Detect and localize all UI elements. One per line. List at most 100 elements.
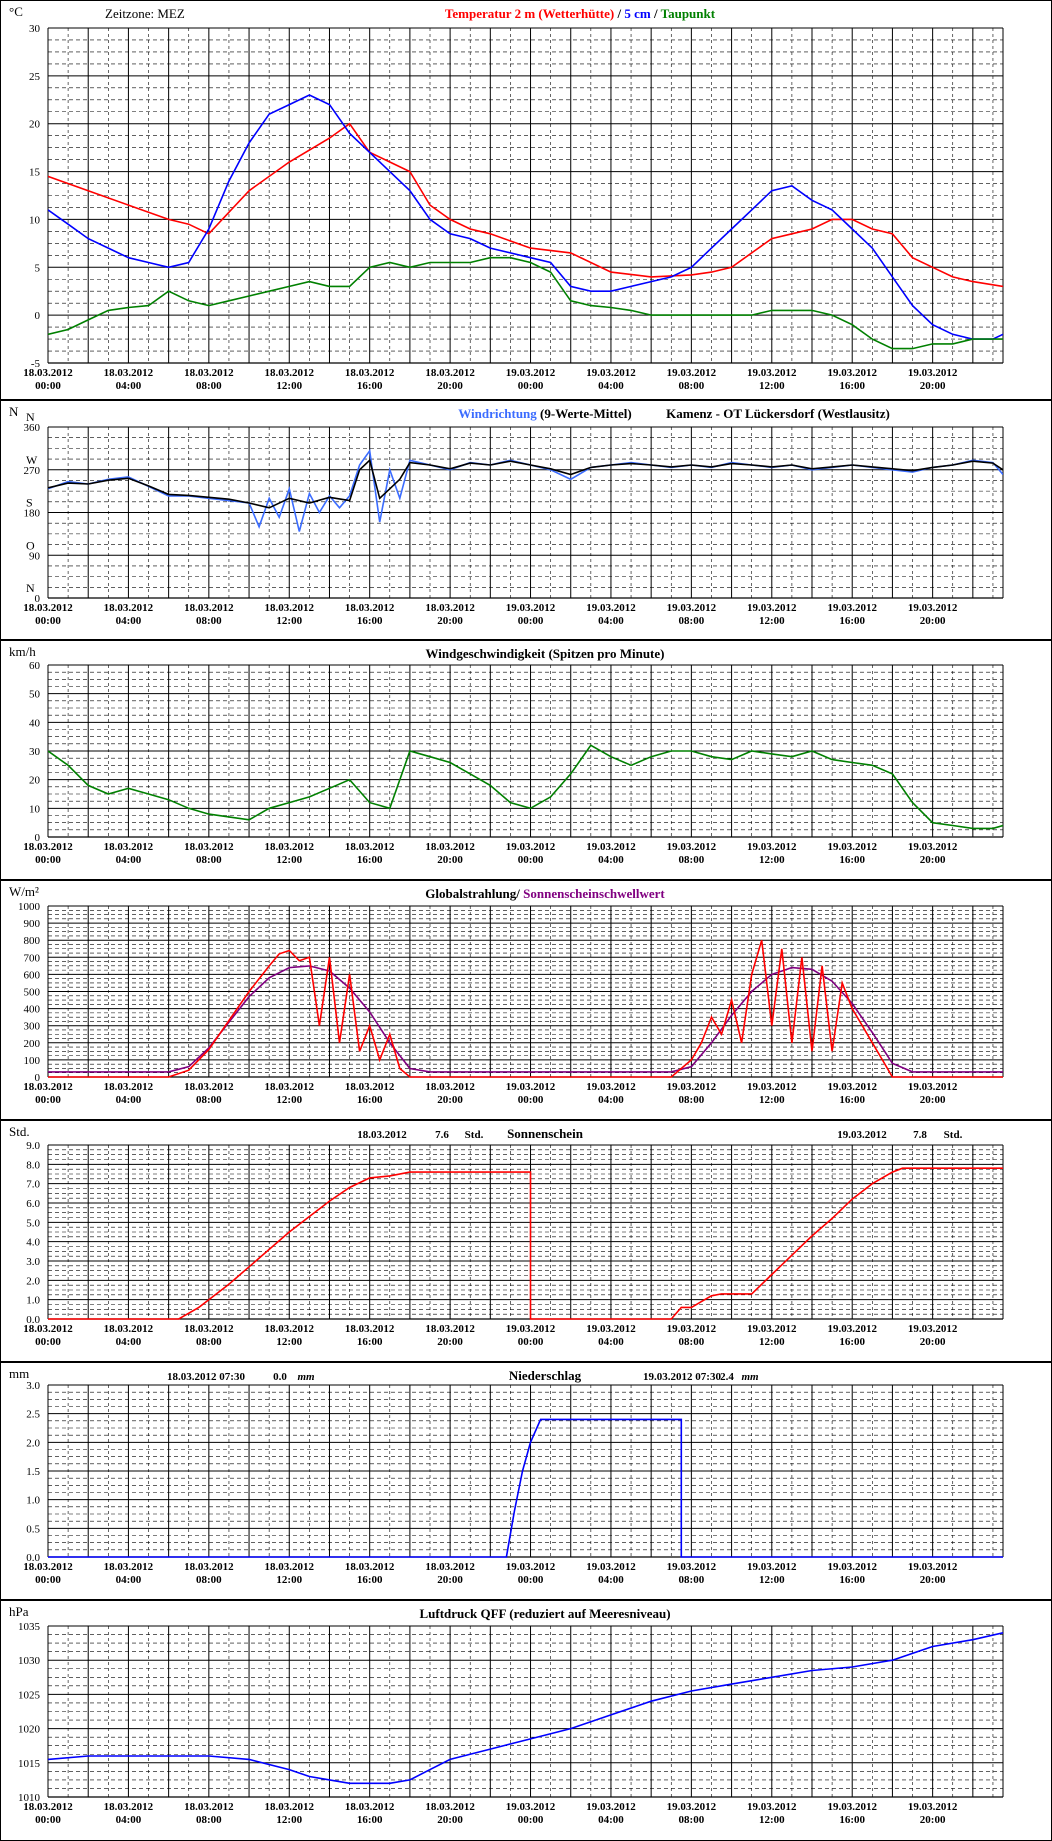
x-tick-time: 12:00 — [759, 1814, 785, 1826]
x-tick-time: 08:00 — [196, 1094, 222, 1106]
y-tick-label: 1035 — [18, 1621, 41, 1633]
y-tick-label: 10 — [29, 803, 41, 815]
x-tick-date: 18.03.2012 — [184, 1081, 234, 1093]
compass-label: S — [26, 496, 33, 510]
x-tick-date: 18.03.2012 — [265, 1323, 315, 1335]
x-tick-date: 18.03.2012 — [104, 1801, 154, 1813]
series-line-1 — [48, 1418, 1003, 1558]
y-tick-label: 1.5 — [26, 1466, 40, 1478]
x-tick-time: 08:00 — [679, 1814, 705, 1826]
y-tick-label: 9.0 — [26, 1140, 40, 1152]
x-tick-date: 18.03.2012 — [23, 1801, 73, 1813]
x-tick-date: 18.03.2012 — [104, 602, 154, 614]
x-tick-time: 04:00 — [598, 1574, 624, 1586]
y-tick-label: 5.0 — [26, 1217, 40, 1229]
x-tick-time: 00:00 — [518, 380, 544, 392]
x-tick-time: 16:00 — [357, 380, 383, 392]
x-tick-date: 19.03.2012 — [747, 1561, 797, 1573]
x-tick-date: 19.03.2012 — [586, 841, 636, 853]
x-tick-date: 18.03.2012 — [345, 602, 395, 614]
x-tick-time: 04:00 — [598, 615, 624, 627]
x-tick-time: 04:00 — [116, 1814, 142, 1826]
x-tick-date: 18.03.2012 — [23, 1561, 73, 1573]
x-tick-date: 18.03.2012 — [265, 841, 315, 853]
y-tick-label: 360 — [24, 422, 41, 434]
series-line-2 — [48, 939, 1003, 1078]
x-tick-time: 04:00 — [116, 1574, 142, 1586]
y-tick-label: 2.0 — [26, 1275, 40, 1287]
x-tick-time: 12:00 — [759, 1094, 785, 1106]
daily-total-note: mm — [297, 1371, 315, 1383]
series-line-2 — [48, 94, 1003, 340]
y-tick-label: 0.0 — [26, 1314, 40, 1326]
x-tick-time: 04:00 — [598, 1336, 624, 1348]
x-tick-date: 18.03.2012 — [23, 1323, 73, 1335]
x-tick-time: 20:00 — [920, 1574, 946, 1586]
x-tick-date: 18.03.2012 — [265, 602, 315, 614]
title-part: Niederschlag — [509, 1368, 582, 1383]
y-tick-label: 700 — [24, 952, 41, 964]
x-tick-date: 19.03.2012 — [667, 841, 717, 853]
x-tick-date: 18.03.2012 — [425, 367, 475, 379]
daily-total-note: Std. — [944, 1129, 963, 1141]
x-tick-time: 20:00 — [437, 1094, 463, 1106]
x-tick-date: 19.03.2012 — [747, 602, 797, 614]
x-tick-date: 19.03.2012 — [667, 1561, 717, 1573]
chart-title: Niederschlag — [509, 1368, 582, 1383]
x-tick-date: 18.03.2012 — [345, 367, 395, 379]
timezone-note: Zeitzone: MEZ — [105, 6, 185, 21]
y-tick-label: 600 — [24, 969, 41, 981]
y-tick-label: 100 — [24, 1055, 41, 1067]
x-tick-date: 18.03.2012 — [184, 1323, 234, 1335]
y-tick-label: 1015 — [18, 1758, 41, 1770]
x-tick-time: 16:00 — [357, 1814, 383, 1826]
title-part: Temperatur 2 m (Wetterhütte) — [445, 6, 614, 21]
y-tick-label: 1.0 — [26, 1295, 40, 1307]
compass-label: W — [26, 453, 38, 467]
compass-label: O — [26, 538, 35, 552]
y-tick-label: 0 — [35, 593, 41, 605]
x-tick-time: 08:00 — [679, 1574, 705, 1586]
x-tick-time: 16:00 — [357, 1094, 383, 1106]
x-tick-date: 19.03.2012 — [506, 1323, 556, 1335]
x-tick-time: 16:00 — [839, 1094, 865, 1106]
x-tick-time: 08:00 — [196, 1814, 222, 1826]
y-tick-label: 180 — [24, 508, 41, 520]
y-tick-label: 1000 — [18, 901, 41, 913]
y-tick-label: 20 — [29, 119, 41, 131]
y-tick-label: -5 — [31, 358, 41, 370]
x-tick-date: 18.03.2012 — [265, 1561, 315, 1573]
daily-total-note: 7.6 — [435, 1129, 449, 1141]
y-tick-label: 4.0 — [26, 1237, 40, 1249]
y-tick-label: 20 — [29, 775, 41, 787]
station-note: Kamenz - OT Lückersdorf (Westlausitz) — [666, 406, 890, 421]
x-tick-time: 20:00 — [437, 1336, 463, 1348]
title-part: Windgeschwindigkeit (Spitzen pro Minute) — [426, 646, 665, 661]
x-tick-date: 18.03.2012 — [345, 1323, 395, 1335]
x-tick-date: 19.03.2012 — [667, 1801, 717, 1813]
y-tick-label: 500 — [24, 987, 41, 999]
title-part: (9-Werte-Mittel) — [537, 406, 632, 421]
x-tick-time: 12:00 — [276, 615, 302, 627]
y-tick-label: 2.0 — [26, 1437, 40, 1449]
y-tick-label: 40 — [29, 717, 41, 729]
y-tick-label: 7.0 — [26, 1179, 40, 1191]
x-tick-date: 18.03.2012 — [184, 602, 234, 614]
x-tick-time: 00:00 — [518, 1094, 544, 1106]
x-tick-time: 08:00 — [679, 1336, 705, 1348]
x-tick-time: 08:00 — [196, 1574, 222, 1586]
x-tick-time: 20:00 — [920, 1814, 946, 1826]
x-tick-time: 20:00 — [437, 854, 463, 866]
x-tick-date: 19.03.2012 — [586, 1323, 636, 1335]
x-tick-date: 19.03.2012 — [747, 367, 797, 379]
x-tick-time: 20:00 — [920, 854, 946, 866]
x-tick-date: 19.03.2012 — [506, 1801, 556, 1813]
x-tick-time: 12:00 — [276, 1094, 302, 1106]
series-line-1 — [48, 744, 1003, 830]
x-tick-date: 18.03.2012 — [23, 602, 73, 614]
x-tick-time: 00:00 — [518, 615, 544, 627]
x-tick-date: 18.03.2012 — [184, 367, 234, 379]
